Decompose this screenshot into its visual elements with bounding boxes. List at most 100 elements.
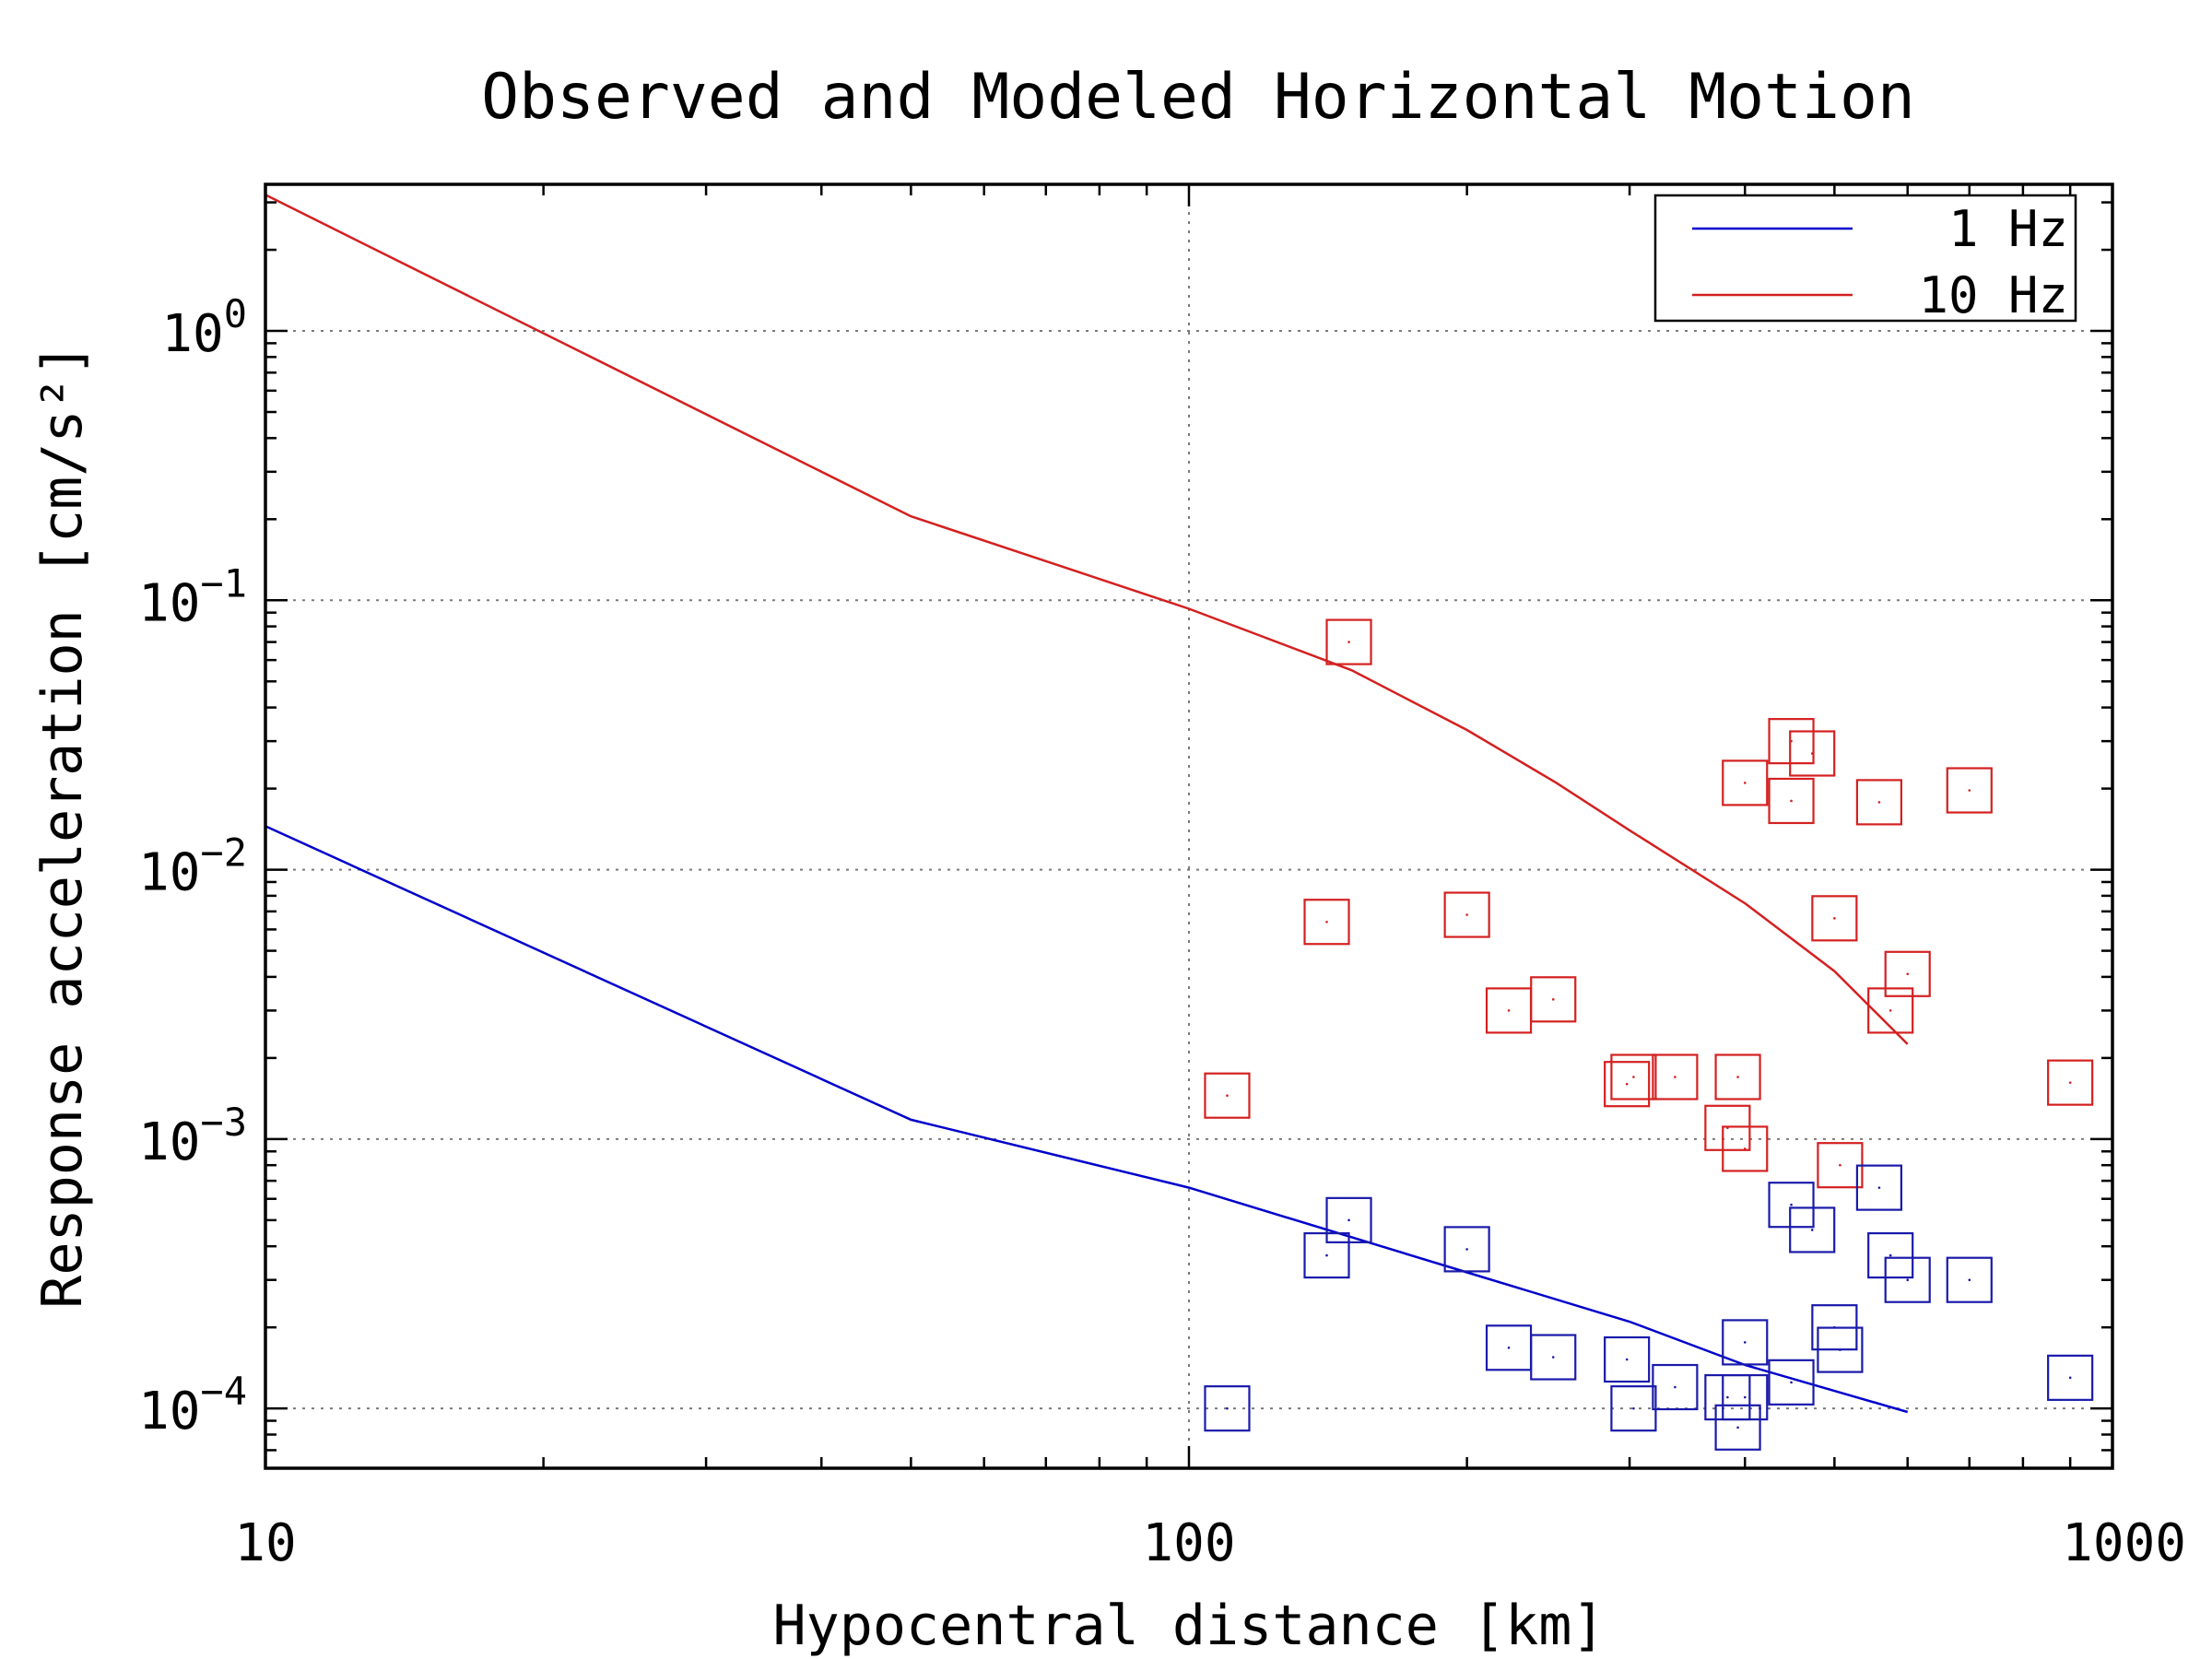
data-marker-dot: [1632, 1076, 1635, 1078]
data-marker: [1303, 899, 1350, 946]
y-tick-label: 10−2: [138, 830, 247, 903]
data-marker-dot: [1790, 1203, 1793, 1206]
data-marker-dot: [1726, 1395, 1729, 1399]
x-tick-label: 1000: [2062, 1513, 2186, 1573]
data-marker: [1722, 1125, 1769, 1172]
data-marker-dot: [1833, 917, 1836, 920]
data-marker: [1604, 1335, 1651, 1383]
data-marker: [1722, 1319, 1769, 1366]
data-marker-dot: [1674, 1076, 1677, 1078]
data-marker: [1946, 767, 1993, 814]
data-marker-dot: [1347, 641, 1350, 643]
axis-ticks: [264, 184, 2112, 1470]
y-tick-label: 10−4: [138, 1369, 247, 1441]
y-tick-label: 10−3: [138, 1100, 247, 1172]
data-marker-dot: [1968, 789, 1971, 792]
data-marker: [1855, 1164, 1903, 1211]
data-marker-dot: [1906, 1278, 1910, 1282]
data-marker: [1714, 1404, 1761, 1451]
x-tick-labels: 10 100 1000: [234, 1513, 2186, 1573]
data-marker-dot: [1551, 1356, 1555, 1359]
data-marker-dot: [1743, 1395, 1747, 1399]
data-marker: [1855, 779, 1903, 826]
data-marker-dot: [1465, 913, 1468, 916]
data-marker: [1652, 1363, 1699, 1411]
data-marker-dot: [1507, 1347, 1511, 1349]
series-line-0: [265, 825, 1909, 1414]
data-marker-dot: [1625, 1082, 1629, 1086]
data-marker-dot: [2068, 1081, 2072, 1084]
y-axis-label: Response acceleration [cm/s²]: [30, 343, 95, 1309]
data-marker: [1204, 1072, 1251, 1119]
data-marker: [1946, 1256, 1993, 1303]
data-marker: [1652, 1053, 1699, 1100]
data-marker: [1768, 1182, 1815, 1229]
legend-label: 10 Hz: [1918, 266, 2068, 324]
data-marker-dot: [1347, 1218, 1350, 1222]
data-marker: [1768, 718, 1815, 765]
data-marker-dot: [1906, 972, 1910, 976]
data-marker-dot: [1839, 1348, 1841, 1351]
data-marker-dot: [1226, 1406, 1229, 1410]
x-tick-label: 10: [234, 1513, 296, 1573]
data-marker-dot: [1325, 1253, 1328, 1257]
data-marker-dot: [1736, 1426, 1739, 1430]
data-marker-dot: [1674, 1385, 1677, 1389]
data-marker-dot: [1625, 1358, 1629, 1361]
data-marker-dot: [1810, 1229, 1814, 1231]
data-marker: [1817, 1326, 1864, 1373]
data-marker-dot: [1736, 1076, 1739, 1078]
y-tick-labels: 10−4 10−3 10−2 10−1 100: [138, 291, 247, 1441]
x-tick-label: 100: [1142, 1513, 1235, 1573]
data-marker: [1714, 1053, 1761, 1100]
data-marker: [1789, 1206, 1836, 1253]
data-marker-dot: [1790, 1381, 1793, 1384]
data-marker: [1884, 950, 1931, 997]
data-marker: [1604, 1061, 1651, 1108]
y-tick-label: 10−1: [138, 560, 247, 633]
data-marker: [1704, 1104, 1751, 1151]
data-marker: [1325, 618, 1372, 665]
data-marker: [1325, 1196, 1372, 1243]
plot-series: [265, 194, 2094, 1451]
data-marker: [1884, 1256, 1931, 1303]
data-marker: [2047, 1354, 2094, 1401]
data-marker-dot: [1888, 1253, 1892, 1257]
data-marker-dot: [1226, 1094, 1229, 1098]
data-marker-dot: [2068, 1376, 2072, 1380]
data-marker-dot: [1743, 782, 1747, 784]
data-marker-dot: [1551, 998, 1555, 1001]
data-marker: [1722, 759, 1769, 806]
legend-label: 1 Hz: [1948, 200, 2068, 258]
data-marker-dot: [1507, 1009, 1511, 1012]
data-marker: [1443, 891, 1490, 938]
data-marker-dot: [1465, 1248, 1468, 1251]
data-marker-dot: [1790, 799, 1793, 803]
data-marker: [1867, 1231, 1914, 1279]
data-marker: [1789, 730, 1836, 777]
data-marker-dot: [1877, 801, 1881, 804]
data-marker: [1443, 1226, 1490, 1273]
data-marker-dot: [1888, 1009, 1892, 1012]
data-marker-dot: [1810, 752, 1814, 755]
data-marker: [2047, 1059, 2094, 1106]
data-marker: [1768, 777, 1815, 825]
plot-frame: [264, 182, 2114, 1470]
data-marker: [1610, 1053, 1657, 1100]
data-marker: [1867, 987, 1914, 1034]
data-marker-dot: [1839, 1163, 1841, 1167]
data-marker-dot: [1325, 920, 1328, 924]
grid-lines: [265, 184, 2112, 1468]
data-marker: [1530, 1334, 1577, 1381]
data-marker-dot: [1968, 1278, 1971, 1282]
legend: 1 Hz 10 Hz: [1653, 194, 2077, 324]
data-marker: [1811, 895, 1858, 942]
data-marker: [1204, 1385, 1251, 1432]
y-tick-label: 100: [161, 291, 247, 364]
data-marker-dot: [1877, 1186, 1881, 1189]
chart-title: Observed and Modeled Horizontal Motion: [481, 61, 1915, 134]
x-axis-label: Hypocentral distance [km]: [772, 1594, 1605, 1658]
legend-box: [1653, 194, 2077, 323]
data-marker: [1530, 976, 1577, 1023]
